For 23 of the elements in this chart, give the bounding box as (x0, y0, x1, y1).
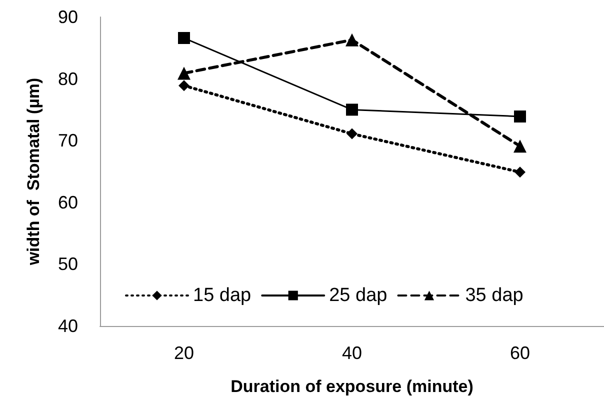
x-tick-label: 40 (342, 343, 362, 363)
point (346, 128, 358, 140)
x-tick-label: 20 (174, 343, 194, 363)
legend-label: 35 dap (465, 285, 524, 306)
legend-label: 15 dap (193, 285, 252, 306)
y-tick-label: 40 (58, 316, 78, 336)
y-tick-label: 50 (58, 254, 78, 274)
point (178, 32, 190, 44)
y-axis-title: width of Stomatal (µm) (24, 78, 43, 266)
y-tick-label: 90 (58, 7, 78, 27)
x-axis-title: Duration of exposure (minute) (230, 377, 474, 396)
x-tick-label: 60 (510, 343, 530, 363)
point (178, 66, 190, 80)
point (514, 110, 526, 122)
y-tick-label: 80 (58, 68, 78, 89)
y-tick-label: 60 (58, 192, 78, 212)
point (178, 80, 190, 92)
y-tick-label: 70 (58, 130, 78, 151)
point (514, 140, 526, 153)
point (346, 33, 358, 46)
point (514, 166, 526, 178)
point (346, 104, 358, 116)
legend-label: 25 dap (329, 285, 388, 306)
